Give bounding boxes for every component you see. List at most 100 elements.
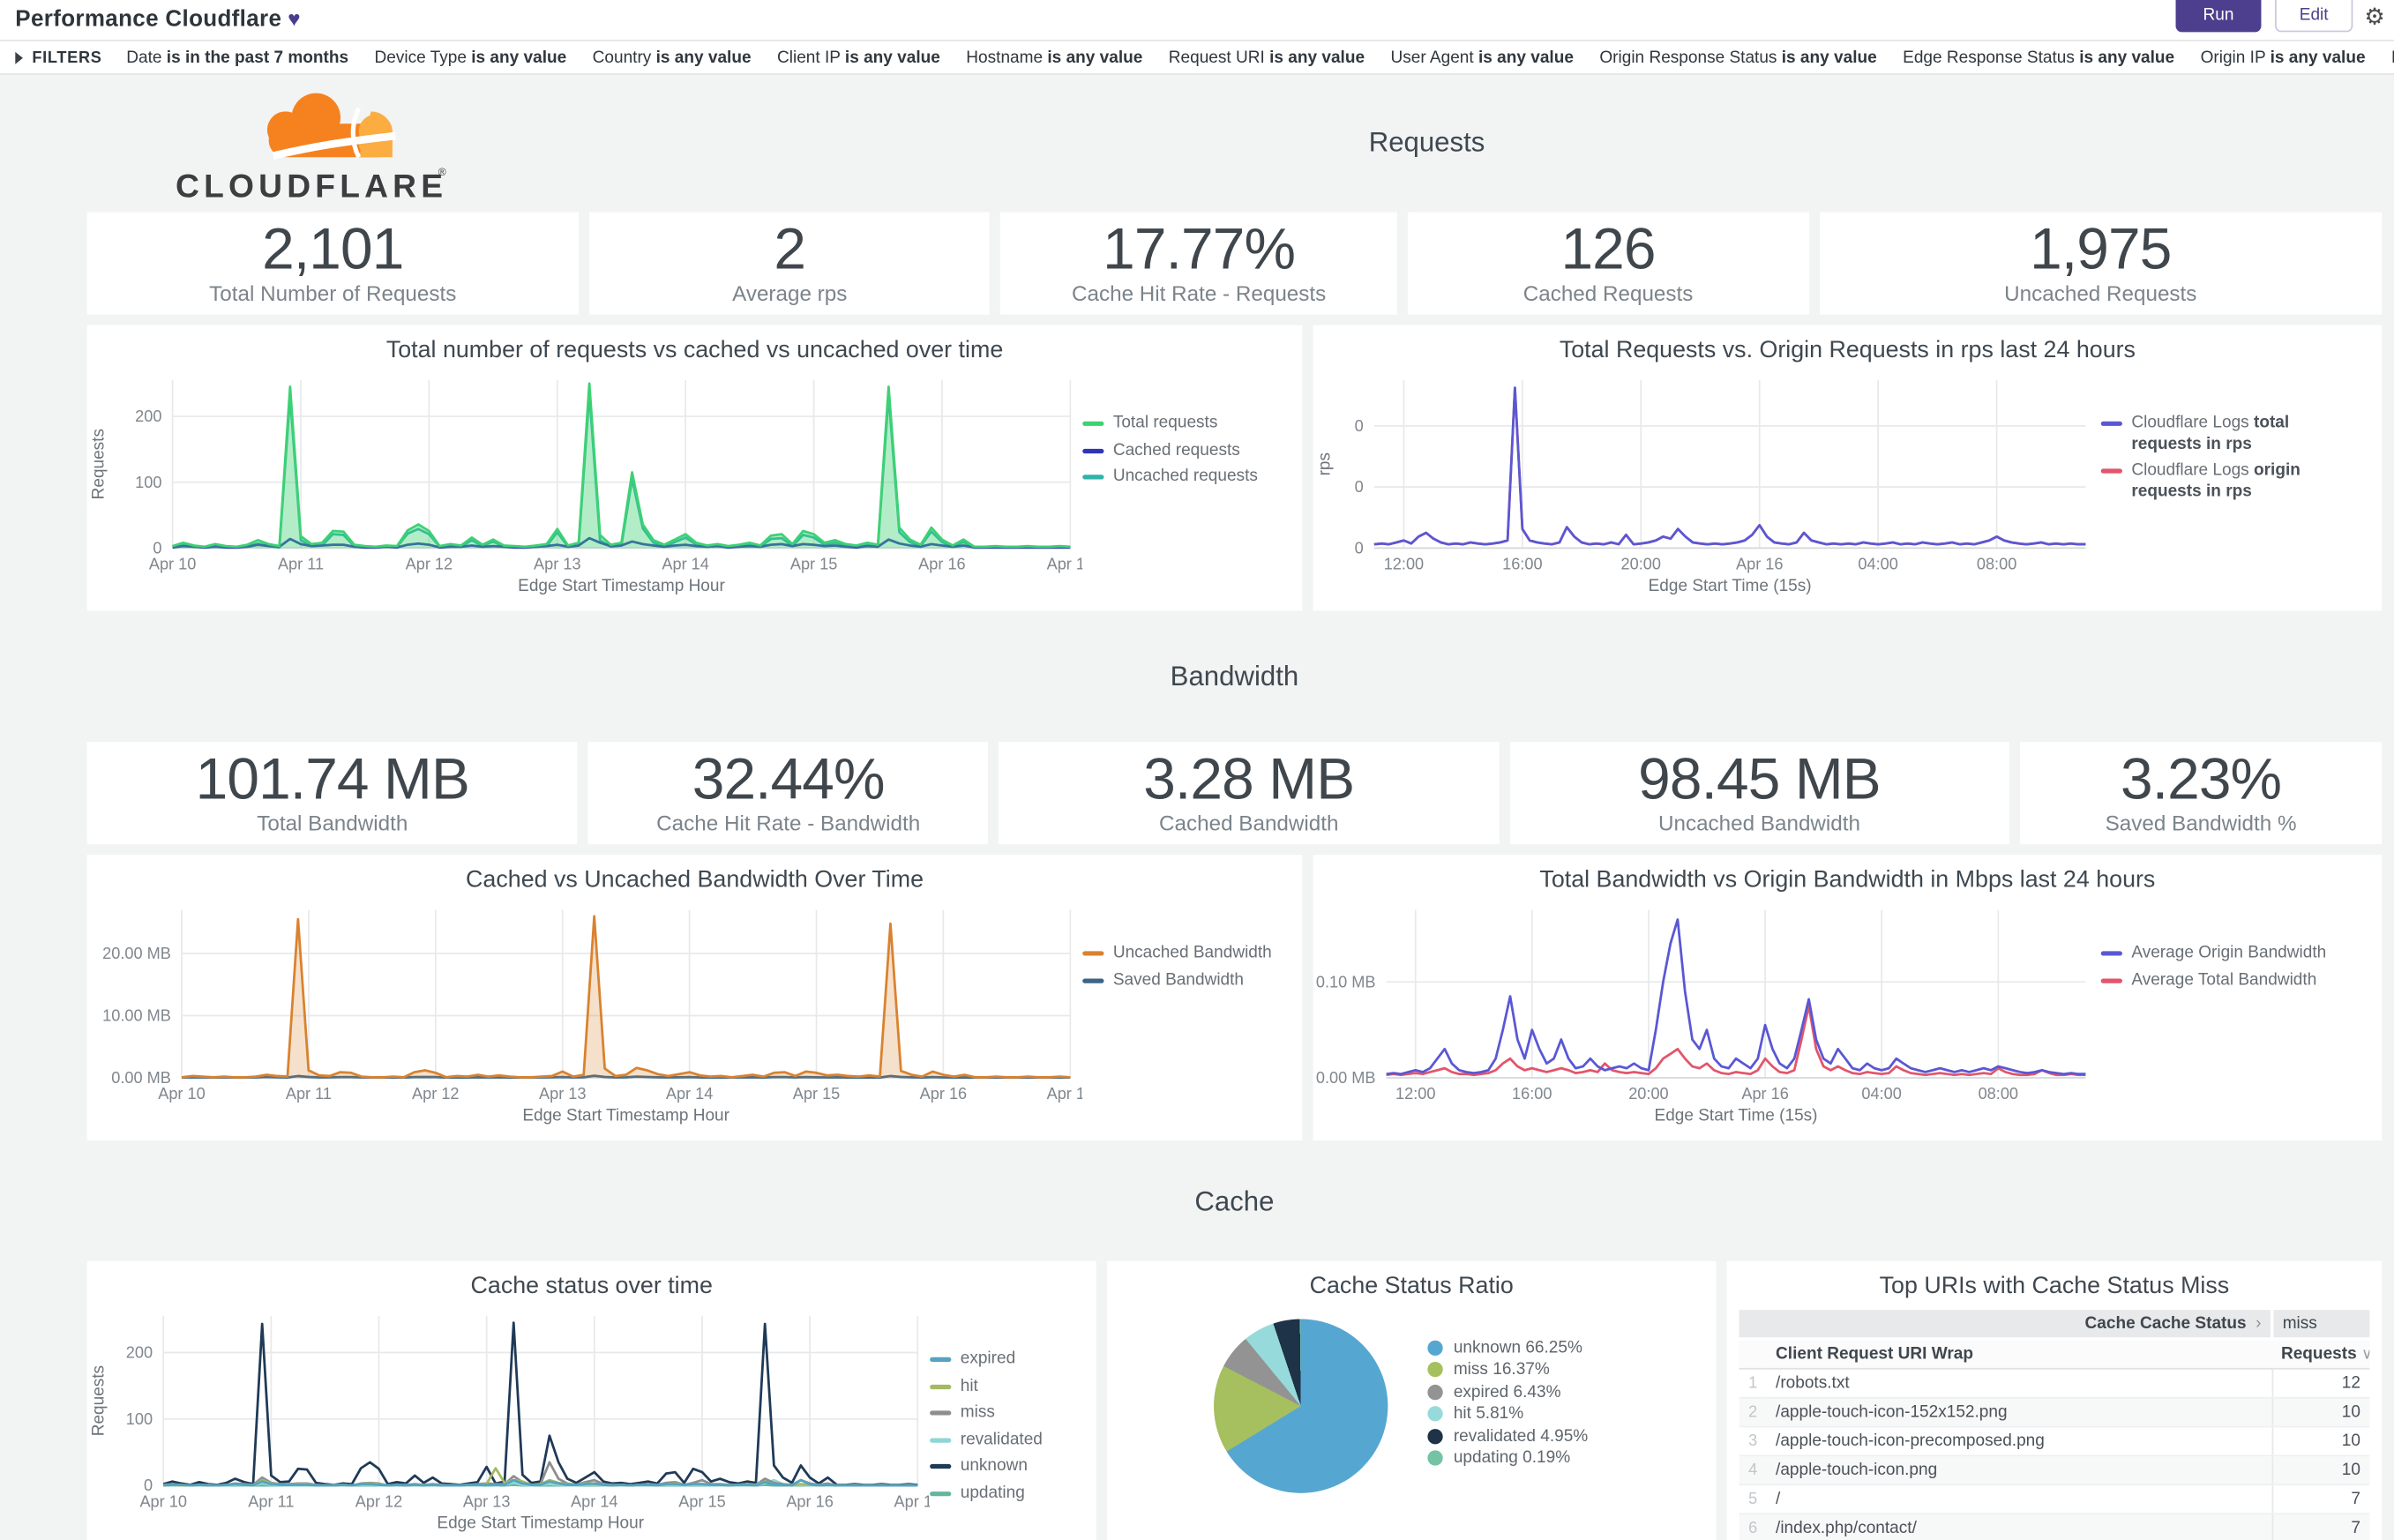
- legend-label: Saved Bandwidth: [1112, 969, 1245, 989]
- svg-text:16:00: 16:00: [1502, 556, 1542, 573]
- pie-legend-item[interactable]: updating 0.19%: [1427, 1448, 1588, 1468]
- legend-item[interactable]: revalidated: [930, 1430, 1061, 1450]
- legend-label: Average Origin Bandwidth: [2131, 943, 2327, 962]
- uri-column-header[interactable]: Client Request URI Wrap: [1766, 1338, 2272, 1370]
- svg-text:0.10 MB: 0.10 MB: [1316, 973, 1376, 991]
- row-requests[interactable]: 7: [2271, 1484, 2370, 1515]
- caret-right-icon: [15, 50, 23, 64]
- section-title-requests: Requests: [1368, 126, 1485, 158]
- legend-item[interactable]: unknown: [930, 1456, 1061, 1476]
- svg-text:0: 0: [1355, 478, 1364, 496]
- kpi-tile[interactable]: 3.28 MB Cached Bandwidth: [999, 742, 1500, 845]
- requests-over-time-chart[interactable]: 0 100 200 Apr 10 Apr 11 Apr 12 Apr 13 Apr 14 Apr…: [87, 371, 1083, 597]
- table-row[interactable]: 2/apple-touch-icon-152x152.png 10: [1739, 1397, 2370, 1428]
- filter-chip[interactable]: Device Type is any value: [374, 48, 567, 67]
- legend-label: Cloudflare Logs origin requests in rps: [2131, 460, 2300, 500]
- page-title: Performance Cloudflare ♥: [15, 6, 301, 32]
- pivot-header[interactable]: Cache Cache Status ›: [1739, 1310, 2272, 1341]
- legend-item[interactable]: updating: [930, 1484, 1061, 1504]
- filter-chip[interactable]: Origin Response Status is any value: [1599, 48, 1877, 67]
- chart-title: Top URIs with Cache Status Miss: [1879, 1273, 2230, 1299]
- row-uri[interactable]: /apple-touch-icon-precomposed.png: [1766, 1426, 2272, 1457]
- table-row[interactable]: 6/index.php/contact/7: [1739, 1514, 2370, 1540]
- kpi-tile[interactable]: 101.74 MB Total Bandwidth: [86, 742, 578, 845]
- svg-text:0.00 MB: 0.00 MB: [1316, 1069, 1376, 1087]
- kpi-tile[interactable]: 2 Average rps: [589, 212, 991, 315]
- row-uri[interactable]: /robots.txt: [1766, 1368, 2272, 1399]
- filter-chip[interactable]: RayID is any valu…: [2391, 49, 2394, 67]
- kpi-tile[interactable]: 32.44% Cache Hit Rate - Bandwidth: [588, 742, 989, 845]
- row-requests[interactable]: 10: [2271, 1455, 2370, 1486]
- legend-item[interactable]: hit: [930, 1376, 1061, 1396]
- pie-legend-item[interactable]: expired 6.43%: [1427, 1382, 1588, 1401]
- filters-toggle[interactable]: FILTERS: [15, 49, 101, 66]
- svg-text:20:00: 20:00: [1621, 556, 1661, 573]
- table-row[interactable]: 1/robots.txt 12: [1739, 1368, 2370, 1399]
- total-vs-origin-bandwidth-chart[interactable]: 0.00 MB 0.10 MB 12:00 16:00 20:00 Apr 16 04:00…: [1313, 901, 2101, 1126]
- run-button[interactable]: Run: [2175, 0, 2262, 33]
- legend-item[interactable]: expired: [930, 1349, 1061, 1370]
- requests-column-header[interactable]: Requests ∨: [2271, 1338, 2370, 1370]
- pie-legend-item[interactable]: hit 5.81%: [1427, 1404, 1588, 1423]
- sort-desc-icon: ∨: [2361, 1347, 2369, 1364]
- legend-label: unknown: [960, 1456, 1028, 1476]
- pie-legend-label: revalidated 4.95%: [1453, 1426, 1589, 1446]
- filter-chip[interactable]: Hostname is any value: [966, 48, 1143, 67]
- pie-legend-item[interactable]: miss 16.37%: [1427, 1360, 1588, 1379]
- row-uri[interactable]: /apple-touch-icon.png: [1766, 1455, 2272, 1486]
- registered-mark: ®: [438, 166, 446, 178]
- legend-item[interactable]: Average Total Bandwidth: [2100, 970, 2330, 991]
- row-uri[interactable]: /apple-touch-icon-152x152.png: [1766, 1397, 2272, 1428]
- legend-item[interactable]: Cloudflare Logs origin requests in rps: [2100, 460, 2330, 503]
- cached-vs-uncached-bandwidth-chart[interactable]: 0.00 MB 10.00 MB 20.00 MB Apr 10 Apr 11 Apr 1…: [87, 901, 1083, 1126]
- pie-legend-item[interactable]: unknown 66.25%: [1427, 1338, 1588, 1357]
- filter-chip[interactable]: Date is in the past 7 months: [126, 48, 349, 67]
- kpi-tile[interactable]: 98.45 MB Uncached Bandwidth: [1509, 742, 2009, 845]
- row-uri[interactable]: /index.php/contact/: [1766, 1514, 2272, 1540]
- legend-item[interactable]: miss: [930, 1403, 1061, 1424]
- table-row[interactable]: 3/apple-touch-icon-precomposed.png 10: [1739, 1426, 2370, 1457]
- cache-status-over-time-chart[interactable]: 0 100 200 Apr 10 Apr 11 Apr 12 Apr 13 Apr 14 Apr…: [87, 1307, 930, 1536]
- row-requests[interactable]: 7: [2271, 1514, 2370, 1540]
- row-requests[interactable]: 12: [2271, 1368, 2370, 1399]
- index-column-header: [1739, 1338, 1767, 1370]
- filter-chip[interactable]: Client IP is any value: [777, 48, 940, 67]
- filter-chip[interactable]: Request URI is any value: [1168, 48, 1365, 67]
- legend-item[interactable]: Average Origin Bandwidth: [2100, 943, 2330, 964]
- pie-legend-item[interactable]: revalidated 4.95%: [1427, 1426, 1589, 1446]
- row-uri[interactable]: /: [1766, 1484, 2272, 1515]
- legend-item[interactable]: Uncached requests: [1082, 467, 1278, 488]
- kpi-tile[interactable]: 17.77% Cache Hit Rate - Requests: [1000, 212, 1397, 315]
- table-row[interactable]: 5/7: [1739, 1484, 2370, 1515]
- svg-text:10.00 MB: 10.00 MB: [102, 1007, 171, 1025]
- edit-button[interactable]: Edit: [2275, 0, 2353, 33]
- gear-icon[interactable]: ⚙: [2364, 4, 2385, 31]
- filter-chip[interactable]: Country is any value: [592, 48, 752, 67]
- legend-item[interactable]: Cloudflare Logs total requests in rps: [2100, 414, 2330, 455]
- total-vs-origin-rps-chart[interactable]: 0 0 0 12:00 16:00 20:00 Apr 16 04:00 08:00 Edge S…: [1313, 371, 2101, 597]
- svg-text:Apr 13: Apr 13: [534, 556, 581, 573]
- row-requests[interactable]: 10: [2271, 1426, 2370, 1457]
- pie-legend-dot-icon: [1427, 1428, 1443, 1444]
- heart-icon: ♥: [288, 5, 301, 31]
- filter-chip[interactable]: Origin IP is any value: [2200, 48, 2366, 67]
- kpi-tile[interactable]: 3.23% Saved Bandwidth %: [2019, 742, 2383, 845]
- legend-swatch-icon: [1082, 951, 1104, 956]
- kpi-tile[interactable]: 1,975 Uncached Requests: [1819, 212, 2383, 315]
- cache-status-ratio-pie-chart[interactable]: [1214, 1319, 1388, 1493]
- chart-title: Cache Status Ratio: [1309, 1273, 1514, 1299]
- legend-item[interactable]: Uncached Bandwidth: [1082, 944, 1278, 964]
- kpi-tile[interactable]: 126 Cached Requests: [1407, 212, 1809, 315]
- table-row[interactable]: 4/apple-touch-icon.png 10: [1739, 1455, 2370, 1486]
- filter-chip[interactable]: Edge Response Status is any value: [1903, 48, 2175, 67]
- legend-item[interactable]: Cached requests: [1082, 440, 1278, 460]
- svg-text:Apr 15: Apr 15: [793, 1085, 841, 1103]
- legend-label: Uncached requests: [1112, 467, 1258, 486]
- pie-legend-label: updating 0.19%: [1453, 1448, 1571, 1468]
- row-index: 2: [1739, 1397, 1767, 1428]
- kpi-tile[interactable]: 2,101 Total Number of Requests: [86, 212, 579, 315]
- row-requests[interactable]: 10: [2271, 1397, 2370, 1428]
- legend-item[interactable]: Total requests: [1082, 414, 1278, 434]
- legend-item[interactable]: Saved Bandwidth: [1082, 970, 1278, 991]
- filter-chip[interactable]: User Agent is any value: [1390, 48, 1574, 67]
